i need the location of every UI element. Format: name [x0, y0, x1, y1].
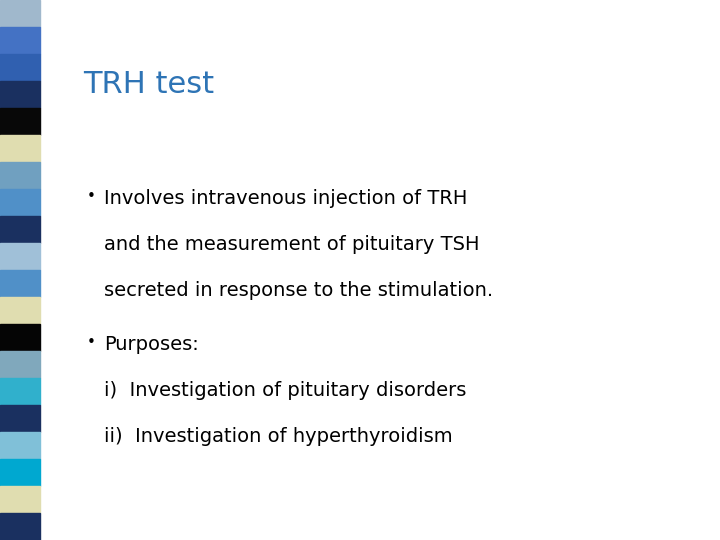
Bar: [0, 270, 40, 297]
Bar: [0, 81, 40, 108]
Bar: [0, 513, 40, 540]
Bar: [0, 189, 40, 216]
Bar: [0, 243, 40, 270]
Bar: [0, 108, 40, 135]
Bar: [0, 27, 40, 54]
Bar: [0, 459, 40, 486]
Bar: [0, 378, 40, 405]
Bar: [0, 54, 40, 81]
Text: Involves intravenous injection of TRH: Involves intravenous injection of TRH: [104, 189, 468, 208]
Bar: [0, 324, 40, 351]
Text: Purposes:: Purposes:: [104, 335, 199, 354]
Text: TRH test: TRH test: [83, 70, 214, 99]
Text: •: •: [86, 335, 95, 350]
Bar: [0, 135, 40, 162]
Bar: [0, 486, 40, 513]
Bar: [0, 432, 40, 459]
Text: •: •: [86, 189, 95, 204]
Bar: [0, 297, 40, 324]
Bar: [0, 405, 40, 432]
Bar: [0, 0, 40, 27]
Text: secreted in response to the stimulation.: secreted in response to the stimulation.: [104, 281, 493, 300]
Bar: [0, 216, 40, 243]
Text: i)  Investigation of pituitary disorders: i) Investigation of pituitary disorders: [104, 381, 467, 400]
Text: ii)  Investigation of hyperthyroidism: ii) Investigation of hyperthyroidism: [104, 427, 453, 446]
Bar: [0, 351, 40, 378]
Text: and the measurement of pituitary TSH: and the measurement of pituitary TSH: [104, 235, 480, 254]
Bar: [0, 162, 40, 189]
